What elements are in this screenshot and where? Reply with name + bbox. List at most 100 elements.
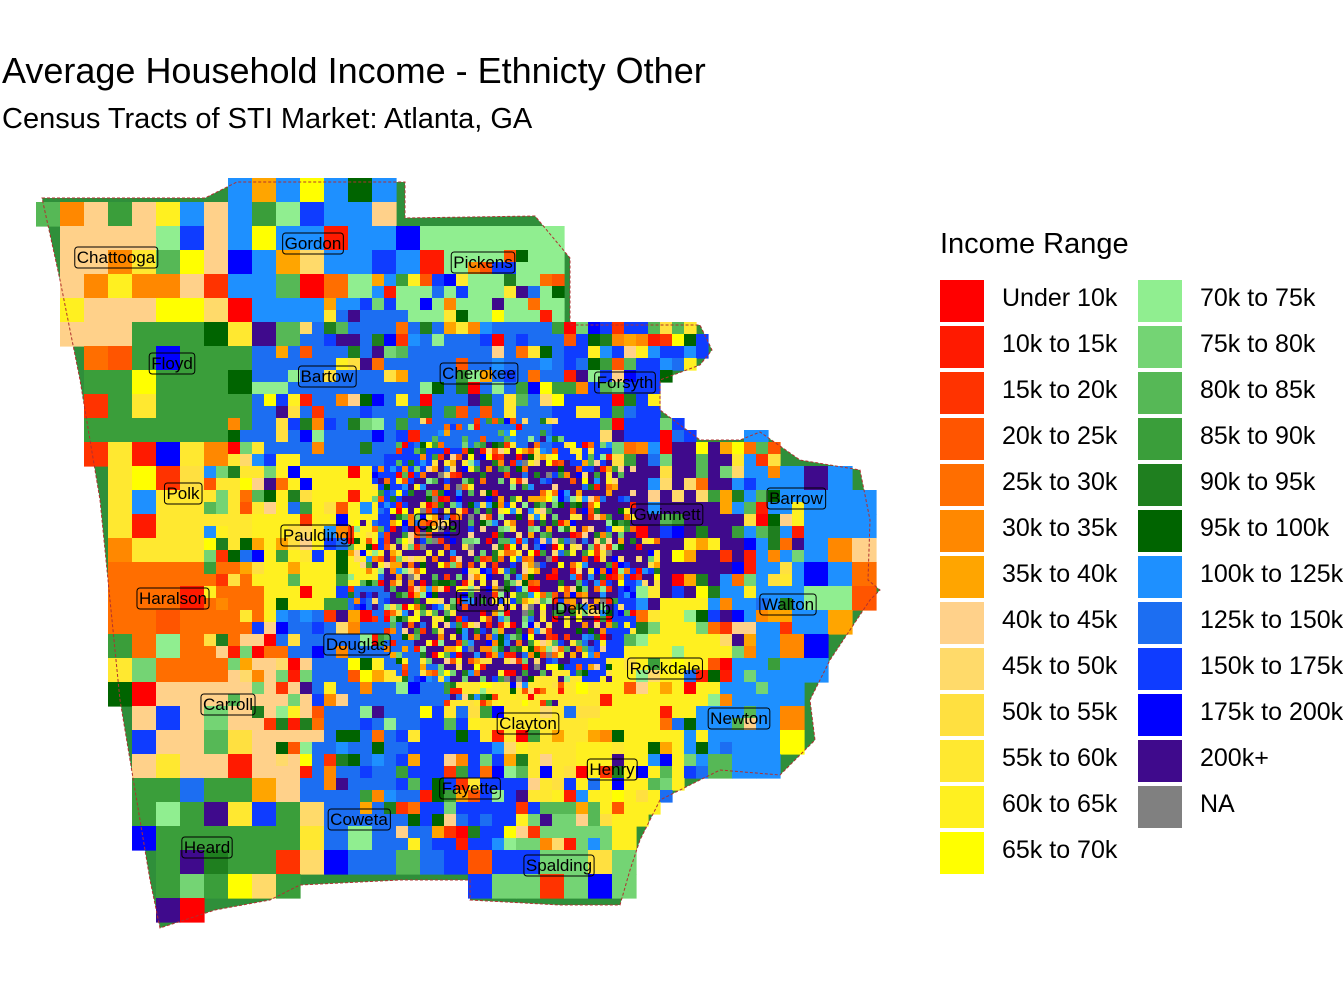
census-tract bbox=[132, 682, 157, 707]
census-tract bbox=[582, 484, 589, 491]
census-tract bbox=[630, 484, 637, 491]
census-tract bbox=[468, 502, 475, 509]
census-tract bbox=[546, 574, 553, 581]
census-tract bbox=[594, 574, 601, 581]
census-tract bbox=[324, 538, 337, 551]
census-tract bbox=[372, 670, 385, 683]
census-tract bbox=[552, 598, 559, 605]
census-tract bbox=[504, 334, 517, 347]
census-tract bbox=[324, 526, 337, 539]
census-tract bbox=[564, 508, 571, 515]
census-tract bbox=[456, 838, 469, 851]
census-tract bbox=[540, 598, 547, 605]
census-tract bbox=[420, 514, 427, 521]
census-tract bbox=[156, 754, 181, 779]
census-tract bbox=[480, 676, 487, 683]
census-tract bbox=[552, 334, 565, 347]
census-tract bbox=[372, 346, 385, 359]
census-tract bbox=[768, 610, 781, 623]
census-tract bbox=[468, 622, 475, 629]
census-tract bbox=[456, 814, 469, 827]
census-tract bbox=[570, 676, 577, 683]
census-tract bbox=[558, 622, 565, 629]
census-tract bbox=[618, 508, 625, 515]
census-tract bbox=[456, 682, 463, 689]
census-tract bbox=[582, 598, 589, 605]
county-label-pickens: Pickens bbox=[450, 251, 516, 274]
census-tract bbox=[558, 442, 565, 449]
census-tract bbox=[414, 646, 421, 653]
legend-label: 60k to 65k bbox=[1002, 790, 1118, 818]
census-tract bbox=[312, 766, 325, 779]
census-tract bbox=[408, 310, 421, 323]
census-tract bbox=[378, 610, 385, 617]
census-tract bbox=[366, 562, 373, 569]
census-tract bbox=[324, 430, 337, 443]
census-tract bbox=[462, 568, 469, 575]
census-tract bbox=[564, 658, 571, 665]
census-tract bbox=[492, 754, 505, 767]
census-tract bbox=[366, 520, 373, 527]
census-tract bbox=[534, 526, 541, 533]
census-tract bbox=[228, 682, 241, 695]
census-tract bbox=[264, 622, 277, 635]
census-tract bbox=[264, 718, 277, 731]
census-tract bbox=[366, 514, 373, 521]
census-tract bbox=[324, 658, 337, 671]
census-tract bbox=[552, 628, 559, 635]
svg-text:Bartow: Bartow bbox=[301, 367, 355, 386]
census-tract bbox=[516, 766, 529, 779]
census-tract bbox=[132, 346, 157, 371]
census-tract bbox=[576, 514, 583, 521]
census-tract bbox=[630, 616, 637, 623]
census-tract bbox=[540, 226, 565, 251]
census-tract bbox=[618, 496, 625, 503]
census-tract bbox=[444, 250, 469, 275]
census-tract bbox=[474, 496, 481, 503]
census-tract bbox=[492, 226, 517, 251]
census-tract bbox=[390, 622, 397, 629]
census-tract bbox=[300, 526, 313, 539]
census-tract bbox=[618, 568, 625, 575]
census-tract bbox=[624, 454, 637, 467]
census-tract bbox=[756, 526, 769, 539]
census-tract bbox=[324, 610, 337, 623]
census-tract bbox=[528, 286, 541, 299]
census-tract bbox=[564, 484, 571, 491]
census-tract bbox=[396, 604, 403, 611]
census-tract bbox=[588, 778, 601, 791]
census-tract bbox=[384, 658, 397, 671]
census-tract bbox=[594, 628, 601, 635]
census-tract bbox=[552, 466, 559, 473]
census-tract bbox=[312, 550, 325, 563]
census-tract bbox=[396, 526, 403, 533]
census-tract bbox=[372, 610, 379, 617]
census-tract bbox=[390, 562, 397, 569]
svg-text:Fulton: Fulton bbox=[458, 591, 505, 610]
census-tract bbox=[720, 598, 733, 611]
census-tract bbox=[534, 460, 541, 467]
census-tract bbox=[444, 460, 451, 467]
census-tract bbox=[756, 514, 769, 527]
census-tract bbox=[636, 568, 643, 575]
census-tract bbox=[204, 730, 229, 755]
census-tract bbox=[624, 622, 631, 629]
census-tract bbox=[288, 670, 301, 683]
census-tract bbox=[228, 778, 253, 803]
census-tract bbox=[372, 850, 397, 875]
census-tract bbox=[468, 418, 475, 425]
census-tract bbox=[708, 622, 721, 635]
census-tract bbox=[510, 574, 517, 581]
census-tract bbox=[600, 676, 607, 683]
census-tract bbox=[648, 358, 661, 371]
census-tract bbox=[444, 436, 451, 443]
census-tract bbox=[624, 616, 631, 623]
census-tract bbox=[552, 472, 559, 479]
census-tract bbox=[240, 622, 253, 635]
census-tract bbox=[300, 370, 313, 383]
census-tract bbox=[474, 550, 481, 557]
census-tract bbox=[180, 250, 205, 275]
census-tract bbox=[612, 574, 619, 581]
census-tract bbox=[408, 622, 415, 629]
census-tract bbox=[540, 742, 553, 755]
